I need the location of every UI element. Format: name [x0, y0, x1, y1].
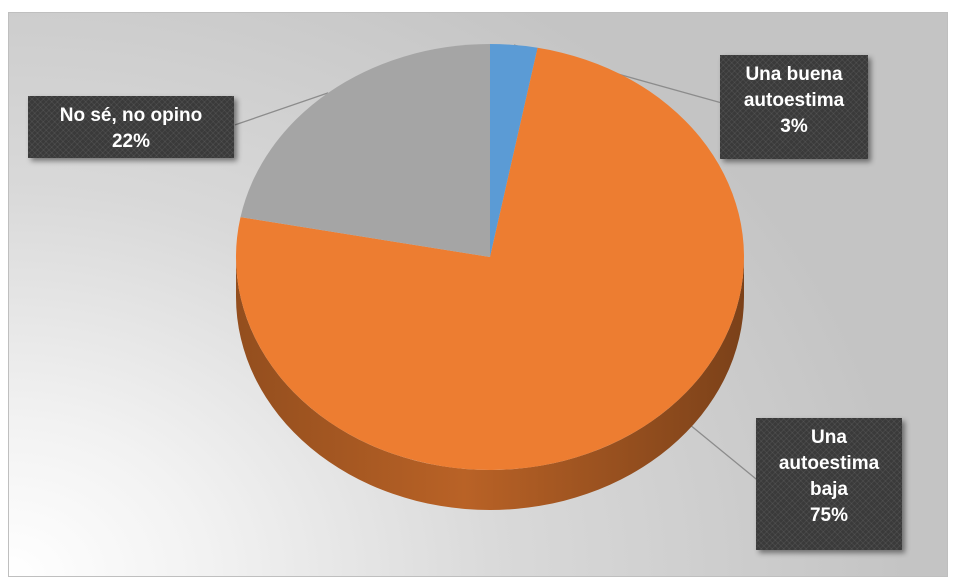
leader-line-una-autoestima-baja [680, 416, 758, 481]
pie-top [236, 44, 744, 470]
data-label-line: Una [811, 427, 847, 448]
data-label-una-autoestima-baja: Una autoestima baja 75% [756, 418, 902, 550]
data-label-line: Una buena [745, 64, 843, 85]
pie-slice-una-buena-autoestima [490, 44, 538, 257]
data-label-percent: 75% [809, 505, 849, 526]
pie-chart [234, 44, 758, 510]
data-label-percent: 22% [111, 131, 151, 152]
data-label-una-buena-autoestima: Una buena autoestima 3% [720, 55, 868, 159]
data-label-line: autoestima [743, 90, 845, 111]
data-label-line: No sé, no opino [59, 105, 203, 126]
pie-side [236, 257, 744, 510]
data-label-percent: 3% [780, 116, 808, 137]
pie-side-una-autoestima-baja [236, 257, 744, 510]
pie-slice-no-se-no-opino [240, 44, 490, 257]
pie-slice-una-autoestima-baja [236, 47, 744, 470]
chart-area: Una buena autoestima 3% Una autoestima b… [8, 12, 948, 577]
data-label-no-se-no-opino: No sé, no opino 22% [28, 96, 234, 158]
data-label-line: autoestima [778, 453, 880, 474]
leader-line-no-se-no-opino [234, 92, 329, 126]
data-label-line: baja [809, 479, 849, 500]
